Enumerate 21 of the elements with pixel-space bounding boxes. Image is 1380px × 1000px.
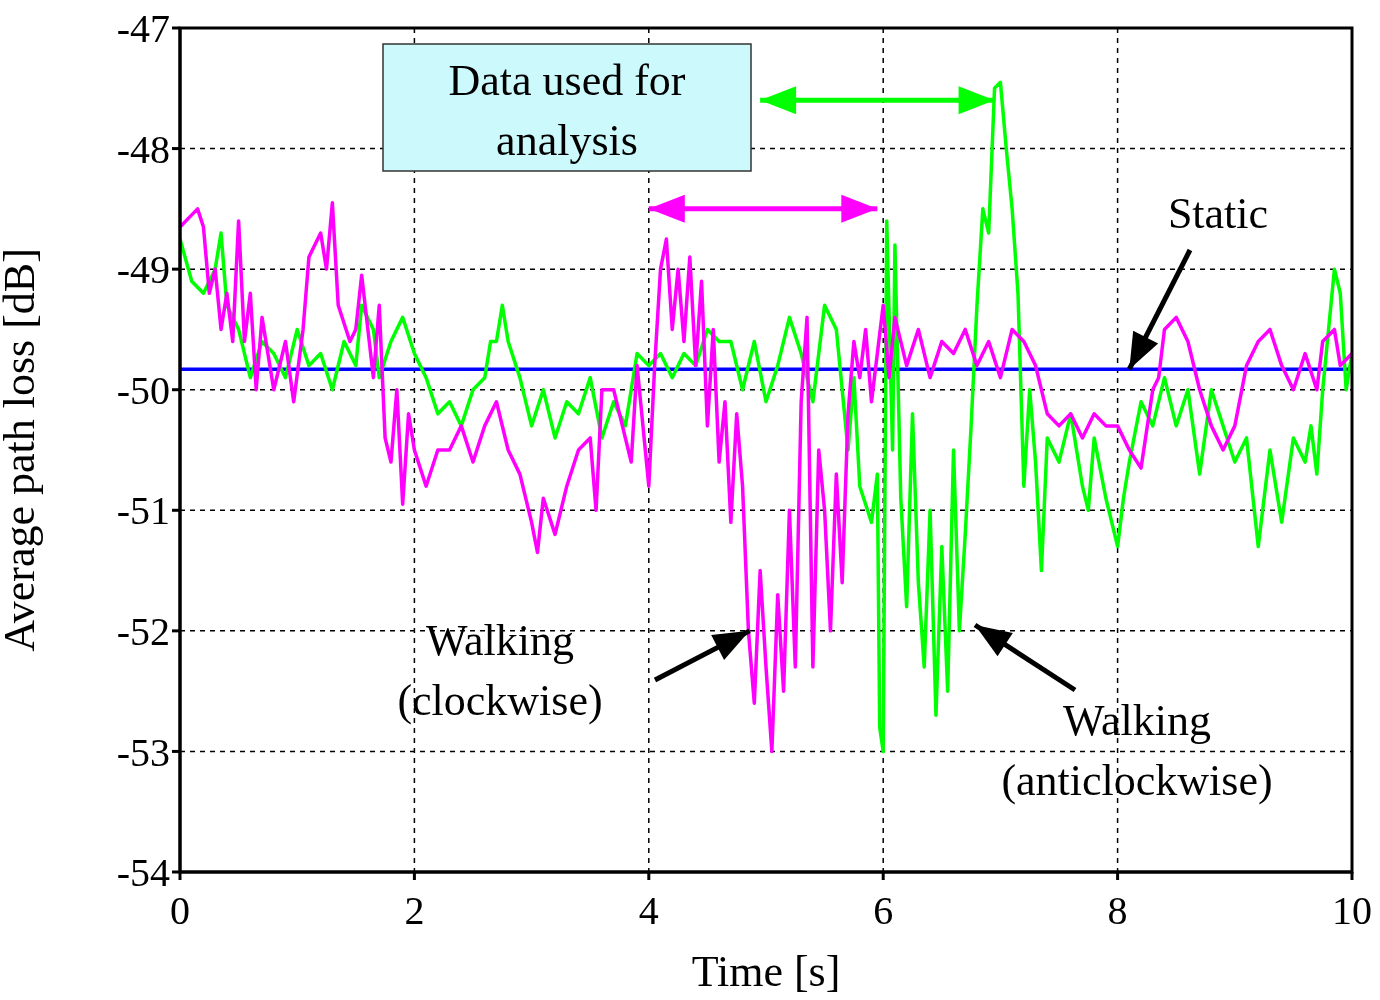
annotation: Walking (anticlockwise) bbox=[1001, 696, 1273, 805]
x-tick-label: 2 bbox=[404, 888, 425, 934]
y-tick-label: -51 bbox=[116, 488, 170, 534]
y-tick-label: -50 bbox=[116, 367, 170, 413]
line-series bbox=[180, 201, 1352, 754]
y-tick-label: -54 bbox=[116, 850, 170, 896]
y-tick-label: -48 bbox=[116, 126, 170, 172]
y-axis-title: Average path loss [dB] bbox=[0, 248, 44, 652]
x-axis-title: Time [s] bbox=[691, 947, 841, 996]
annotation: Walking (clockwise) bbox=[397, 616, 603, 725]
y-tick-label: -52 bbox=[116, 609, 170, 655]
x-tick-label: 6 bbox=[873, 888, 894, 934]
x-tick-label: 4 bbox=[638, 888, 659, 934]
x-tick-label: 8 bbox=[1107, 888, 1128, 934]
annotation: Static bbox=[1167, 189, 1269, 238]
y-tick-label: -49 bbox=[116, 247, 170, 293]
annotation: Data used for analysis bbox=[448, 56, 686, 165]
x-tick-label: 0 bbox=[170, 888, 190, 934]
y-tick-label: -53 bbox=[116, 729, 170, 775]
y-tick-label: -47 bbox=[116, 6, 170, 52]
x-tick-label: 10 bbox=[1332, 888, 1372, 934]
